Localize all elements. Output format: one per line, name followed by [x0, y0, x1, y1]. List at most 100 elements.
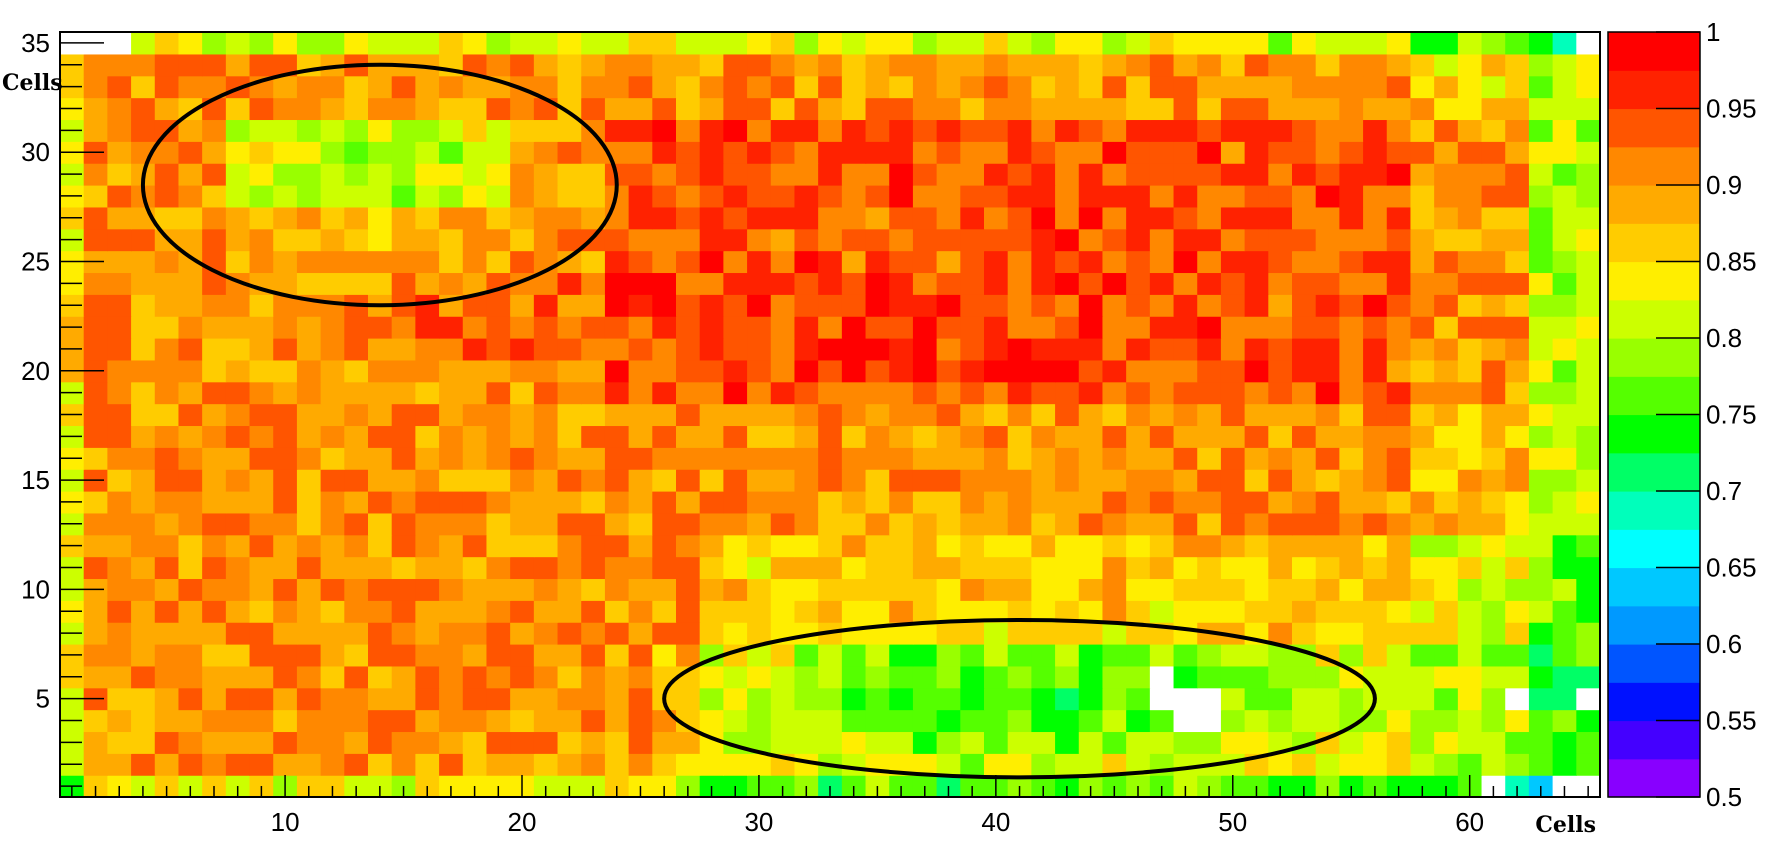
heatmap-cell: [841, 644, 867, 667]
heatmap-cell: [344, 272, 369, 295]
heatmap-cell: [249, 316, 274, 339]
heatmap-cell: [320, 163, 345, 186]
heatmap-cell: [368, 75, 393, 99]
heatmap-cell: [604, 556, 630, 580]
heatmap-cell: [1552, 447, 1577, 470]
heatmap-cell: [1055, 469, 1080, 492]
heatmap-cell: [1434, 600, 1459, 623]
heatmap-cell: [1173, 316, 1198, 339]
heatmap-cell: [1339, 141, 1364, 164]
heatmap-cell: [344, 578, 369, 601]
heatmap-cell: [628, 447, 653, 470]
heatmap-cell: [1031, 338, 1056, 361]
heatmap-cell: [415, 578, 440, 601]
heatmap-cell: [1457, 687, 1483, 711]
heatmap-cell: [1220, 338, 1246, 361]
heatmap-cell: [1434, 403, 1459, 427]
heatmap-cell: [486, 469, 511, 492]
heatmap-cell: [1126, 119, 1151, 142]
colorbar-tick-label: 0.9: [1706, 170, 1742, 200]
heatmap-cell: [1173, 53, 1198, 77]
heatmap-cell: [1410, 53, 1435, 77]
heatmap-cell: [794, 141, 819, 164]
heatmap-cell: [391, 753, 416, 776]
heatmap-cell: [107, 338, 132, 361]
heatmap-cell: [202, 578, 227, 601]
heatmap-cell: [676, 600, 701, 623]
heatmap-cell: [83, 447, 108, 470]
heatmap-cell: [320, 97, 345, 121]
heatmap-cell: [1410, 97, 1435, 121]
heatmap-cell: [439, 250, 464, 274]
heatmap-cell: [1363, 425, 1388, 448]
heatmap-cell: [1149, 556, 1175, 580]
heatmap-cell: [225, 644, 251, 667]
heatmap-cell: [794, 206, 819, 230]
colorbar-tick-label: 0.65: [1706, 553, 1757, 583]
heatmap-cell: [581, 556, 606, 580]
heatmap-cell: [1220, 687, 1246, 711]
heatmap-cell: [1244, 185, 1269, 208]
heatmap-cell: [1315, 75, 1340, 99]
heatmap-cell: [912, 272, 938, 295]
heatmap-cell: [794, 119, 819, 142]
heatmap-cell: [1126, 32, 1151, 55]
heatmap-cell: [296, 731, 322, 754]
heatmap-cell: [1197, 403, 1222, 427]
heatmap-cell: [604, 687, 630, 711]
heatmap-cell: [154, 53, 180, 77]
heatmap-cell: [462, 447, 488, 470]
heatmap-cell: [984, 228, 1009, 252]
heatmap-cell: [604, 338, 630, 361]
x-tick-label: 60: [1455, 807, 1484, 837]
heatmap-cell: [1576, 97, 1601, 121]
heatmap-cell: [1173, 491, 1198, 514]
heatmap-cell: [486, 709, 511, 733]
heatmap-cell: [249, 687, 274, 711]
heatmap-cell: [889, 119, 914, 142]
heatmap-cell: [1315, 600, 1340, 623]
heatmap-cell: [936, 381, 961, 405]
heatmap-cell: [1007, 97, 1032, 121]
heatmap-cell: [1031, 119, 1056, 142]
heatmap-cell: [1386, 316, 1412, 339]
heatmap-cell: [960, 622, 985, 645]
heatmap-cell: [1363, 578, 1388, 601]
heatmap-cell: [557, 665, 582, 689]
heatmap-cell: [604, 97, 630, 121]
heatmap-cell: [1078, 163, 1104, 186]
heatmap-cell: [415, 228, 440, 252]
heatmap-cell: [202, 665, 227, 689]
heatmap-cell: [1126, 534, 1151, 558]
heatmap-cell: [1268, 228, 1293, 252]
heatmap-cell: [249, 141, 274, 164]
heatmap-cell: [1268, 731, 1293, 754]
heatmap-cell: [225, 206, 251, 230]
heatmap-cell: [1268, 753, 1293, 776]
heatmap-cell: [1434, 97, 1459, 121]
heatmap-cell: [604, 753, 630, 776]
heatmap-cell: [296, 32, 322, 55]
heatmap-cell: [178, 469, 203, 492]
heatmap-cell: [1126, 425, 1151, 448]
heatmap-cell: [273, 665, 298, 689]
heatmap-cell: [794, 97, 819, 121]
heatmap-cell: [154, 316, 180, 339]
heatmap-cell: [1434, 294, 1459, 317]
heatmap-cell: [794, 185, 819, 208]
heatmap-cell: [889, 600, 914, 623]
heatmap-cell: [439, 753, 464, 776]
heatmap-cell: [1552, 687, 1577, 711]
heatmap-cell: [912, 753, 938, 776]
heatmap-cell: [1173, 250, 1198, 274]
heatmap-cell: [1220, 359, 1246, 383]
heatmap-cell: [1031, 731, 1056, 754]
heatmap-cell: [391, 556, 416, 580]
y-tick-label: 20: [21, 356, 50, 386]
heatmap-cell: [415, 665, 440, 689]
heatmap-cell: [865, 731, 890, 754]
heatmap-cell: [1102, 53, 1127, 77]
heatmap-cell: [770, 534, 796, 558]
heatmap-cell: [1007, 141, 1032, 164]
heatmap-cell: [699, 709, 724, 733]
